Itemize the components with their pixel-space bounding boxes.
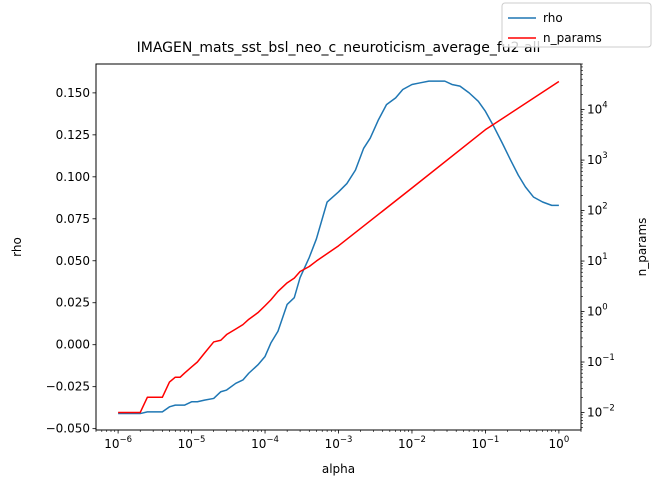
- x-tick-label: 10−4: [251, 435, 279, 451]
- x-tick-label: 10−5: [178, 435, 206, 451]
- y-tick-label: 0.050: [56, 254, 90, 268]
- x-tick-label: 10−3: [325, 435, 353, 451]
- y-tick-label: 0.125: [56, 128, 90, 142]
- y-axis-left: −0.050 −0.025 0.000 0.025 0.050 0.075 0.100 0.1…: [46, 86, 96, 436]
- series-layer: [118, 80, 560, 415]
- y2-tick-label: 102: [587, 202, 608, 218]
- y-axis-right: 10−2 10−1 100 101 102 103 104: [581, 63, 615, 428]
- legend-label-rho: rho: [543, 11, 563, 25]
- chart-title: IMAGEN_mats_sst_bsl_neo_c_neuroticism_av…: [137, 40, 541, 56]
- y2-tick-label: 101: [587, 252, 608, 268]
- y2-tick-label: 10−2: [587, 403, 615, 419]
- y-axis-label: rho: [10, 237, 24, 257]
- y-tick-label: −0.025: [46, 380, 90, 394]
- x-axis-label: alpha: [322, 462, 355, 476]
- x-axis: 10−6 10−5 10−4 10−3 10−2 10−1 100: [95, 430, 582, 451]
- y-tick-label: 0.075: [56, 212, 90, 226]
- y2-tick-label: 100: [587, 303, 608, 319]
- legend-box: [501, 2, 652, 48]
- y2-axis-label: n_params: [635, 218, 649, 277]
- y2-tick-label: 10−1: [587, 353, 615, 369]
- x-tick-label: 100: [549, 435, 570, 451]
- y-tick-label: 0.000: [56, 338, 90, 352]
- series-line-n-params: [118, 80, 560, 414]
- legend-label-n-params: n_params: [543, 31, 602, 45]
- series-line-rho: [118, 80, 559, 415]
- y-tick-label: −0.050: [46, 422, 90, 436]
- y-tick-label: 0.150: [56, 86, 90, 100]
- y2-tick-label: 103: [587, 151, 608, 167]
- y-tick-label: 0.100: [56, 170, 90, 184]
- x-tick-label: 10−1: [472, 435, 500, 451]
- legend: rho n_params: [501, 2, 652, 48]
- x-tick-label: 10−6: [104, 435, 132, 451]
- x-tick-label: 10−2: [398, 435, 426, 451]
- y2-tick-label: 104: [587, 101, 608, 117]
- y-tick-label: 0.025: [56, 296, 90, 310]
